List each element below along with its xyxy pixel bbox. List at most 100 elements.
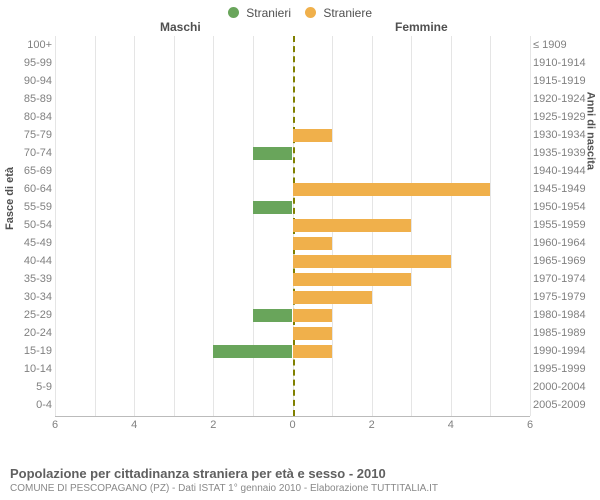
bar-female xyxy=(293,345,333,358)
chart-subtitle: COMUNE DI PESCOPAGANO (PZ) - Dati ISTAT … xyxy=(10,483,590,494)
age-label: 30-34 xyxy=(0,288,52,306)
birth-year-label: 1920-1924 xyxy=(533,90,600,108)
age-label: 35-39 xyxy=(0,270,52,288)
chart-row: 95-991910-1914 xyxy=(55,54,530,72)
birth-year-label: 1965-1969 xyxy=(533,252,600,270)
birth-year-label: 1980-1984 xyxy=(533,306,600,324)
bar-male xyxy=(253,309,293,322)
birth-year-label: 2005-2009 xyxy=(533,396,600,414)
birth-year-label: 1955-1959 xyxy=(533,216,600,234)
chart-row: 25-291980-1984 xyxy=(55,306,530,324)
chart-container: Stranieri Straniere Maschi Femmine Fasce… xyxy=(0,0,600,500)
legend-label-male: Stranieri xyxy=(246,6,291,20)
age-label: 75-79 xyxy=(0,126,52,144)
birth-year-label: 2000-2004 xyxy=(533,378,600,396)
x-axis: 6 4 2 0 2 4 6 xyxy=(55,416,530,433)
bar-female xyxy=(293,327,333,340)
birth-year-label: 1925-1929 xyxy=(533,108,600,126)
legend: Stranieri Straniere xyxy=(0,0,600,20)
bar-male xyxy=(253,201,293,214)
bar-female xyxy=(293,129,333,142)
age-label: 5-9 xyxy=(0,378,52,396)
x-tick: 2 xyxy=(210,419,216,431)
chart-row: 20-241985-1989 xyxy=(55,324,530,342)
bar-male xyxy=(213,345,292,358)
chart-row: 45-491960-1964 xyxy=(55,234,530,252)
chart-row: 50-541955-1959 xyxy=(55,216,530,234)
bar-female xyxy=(293,273,412,286)
birth-year-label: 1940-1944 xyxy=(533,162,600,180)
birth-year-label: 1995-1999 xyxy=(533,360,600,378)
bar-female xyxy=(293,309,333,322)
legend-swatch-male xyxy=(228,7,239,18)
chart-row: 90-941915-1919 xyxy=(55,72,530,90)
age-label: 70-74 xyxy=(0,144,52,162)
chart-row: 100+≤ 1909 xyxy=(55,36,530,54)
chart-row: 60-641945-1949 xyxy=(55,180,530,198)
bar-female xyxy=(293,237,333,250)
age-label: 85-89 xyxy=(0,90,52,108)
chart-row: 40-441965-1969 xyxy=(55,252,530,270)
chart-title: Popolazione per cittadinanza straniera p… xyxy=(10,466,590,481)
age-label: 95-99 xyxy=(0,54,52,72)
age-label: 55-59 xyxy=(0,198,52,216)
legend-item-male: Stranieri xyxy=(228,6,291,20)
age-label: 65-69 xyxy=(0,162,52,180)
legend-item-female: Straniere xyxy=(305,6,372,20)
birth-year-label: 1930-1934 xyxy=(533,126,600,144)
bar-male xyxy=(253,147,293,160)
age-label: 10-14 xyxy=(0,360,52,378)
birth-year-label: 1935-1939 xyxy=(533,144,600,162)
x-tick: 6 xyxy=(52,419,58,431)
legend-swatch-female xyxy=(305,7,316,18)
age-label: 15-19 xyxy=(0,342,52,360)
age-label: 20-24 xyxy=(0,324,52,342)
legend-label-female: Straniere xyxy=(323,6,372,20)
birth-year-label: 1910-1914 xyxy=(533,54,600,72)
chart-row: 10-141995-1999 xyxy=(55,360,530,378)
birth-year-label: 1970-1974 xyxy=(533,270,600,288)
chart-row: 0-42005-2009 xyxy=(55,396,530,414)
bar-female xyxy=(293,291,372,304)
chart-row: 35-391970-1974 xyxy=(55,270,530,288)
grid-line xyxy=(530,36,531,416)
chart-row: 65-691940-1944 xyxy=(55,162,530,180)
chart-row: 85-891920-1924 xyxy=(55,90,530,108)
age-label: 40-44 xyxy=(0,252,52,270)
plot: 100+≤ 190995-991910-191490-941915-191985… xyxy=(55,36,530,416)
age-label: 100+ xyxy=(0,36,52,54)
x-tick: 4 xyxy=(131,419,137,431)
birth-year-label: 1915-1919 xyxy=(533,72,600,90)
age-label: 90-94 xyxy=(0,72,52,90)
bar-female xyxy=(293,183,491,196)
chart-row: 15-191990-1994 xyxy=(55,342,530,360)
age-label: 60-64 xyxy=(0,180,52,198)
birth-year-label: 1990-1994 xyxy=(533,342,600,360)
age-label: 0-4 xyxy=(0,396,52,414)
age-label: 80-84 xyxy=(0,108,52,126)
chart-row: 30-341975-1979 xyxy=(55,288,530,306)
chart-row: 55-591950-1954 xyxy=(55,198,530,216)
x-tick: 0 xyxy=(289,419,295,431)
column-titles: Maschi Femmine xyxy=(0,20,600,36)
column-title-female: Femmine xyxy=(395,20,448,34)
birth-year-label: 1945-1949 xyxy=(533,180,600,198)
age-label: 25-29 xyxy=(0,306,52,324)
chart-row: 70-741935-1939 xyxy=(55,144,530,162)
birth-year-label: 1985-1989 xyxy=(533,324,600,342)
age-label: 50-54 xyxy=(0,216,52,234)
plot-area: 100+≤ 190995-991910-191490-941915-191985… xyxy=(55,36,530,432)
x-tick: 4 xyxy=(448,419,454,431)
column-title-male: Maschi xyxy=(160,20,201,34)
x-tick: 6 xyxy=(527,419,533,431)
bar-female xyxy=(293,255,451,268)
chart-row: 75-791930-1934 xyxy=(55,126,530,144)
birth-year-label: 1960-1964 xyxy=(533,234,600,252)
x-tick: 2 xyxy=(369,419,375,431)
birth-year-label: 1975-1979 xyxy=(533,288,600,306)
age-label: 45-49 xyxy=(0,234,52,252)
birth-year-label: 1950-1954 xyxy=(533,198,600,216)
chart-row: 5-92000-2004 xyxy=(55,378,530,396)
birth-year-label: ≤ 1909 xyxy=(533,36,600,54)
chart-row: 80-841925-1929 xyxy=(55,108,530,126)
